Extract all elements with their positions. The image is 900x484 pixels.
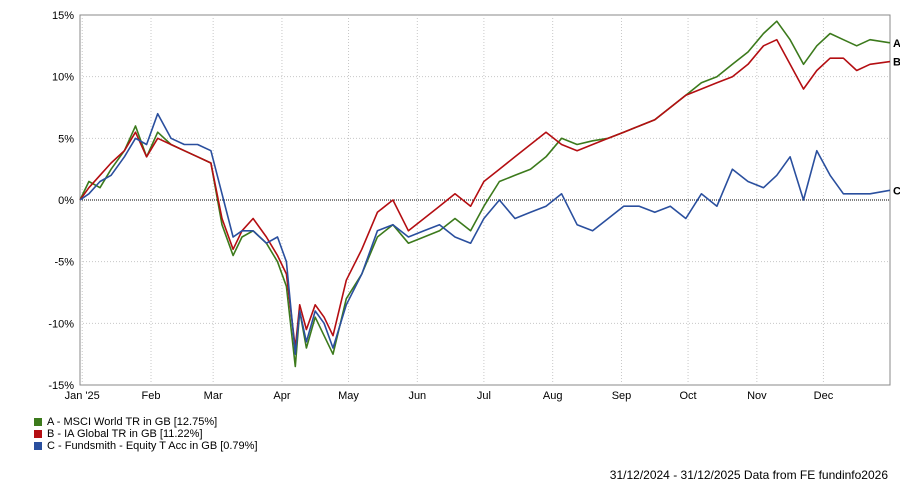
- x-tick-label: Sep: [612, 390, 632, 402]
- legend-swatch-a: [34, 418, 42, 426]
- x-tick-label: Oct: [679, 390, 696, 402]
- footer-note: 31/12/2024 - 31/12/2025 Data from FE fun…: [609, 468, 888, 482]
- x-tick-label: Aug: [543, 390, 563, 402]
- y-tick-label: 0%: [58, 195, 74, 207]
- chart-grid: [79, 14, 891, 386]
- x-axis: Jan '25 Feb Mar Apr May Jun Jul Aug Sep Oct Nov Dec: [65, 390, 834, 402]
- y-tick-label: 15%: [52, 10, 74, 22]
- legend-swatch-c: [34, 442, 42, 450]
- y-tick-label: 10%: [52, 72, 74, 84]
- y-tick-label: -5%: [54, 257, 74, 269]
- legend-label-b: B - IA Global TR in GB [11.22%]: [47, 428, 203, 440]
- legend-item-b: B - IA Global TR in GB [11.22%]: [34, 428, 258, 440]
- series-line-b: [79, 38, 891, 349]
- series-end-labels: AB C: [893, 38, 900, 198]
- x-tick-label: Jul: [477, 390, 491, 402]
- series-line-c: [79, 112, 891, 356]
- x-tick-label: Dec: [814, 390, 834, 402]
- x-tick-label: Jun: [408, 390, 426, 402]
- y-axis: 15% 10% 5% 0% -5% -10% -15%: [48, 10, 74, 392]
- legend-item-c: C - Fundsmith - Equity T Acc in GB [0.79…: [34, 440, 258, 452]
- legend: A - MSCI World TR in GB [12.75%] B - IA …: [34, 416, 258, 452]
- x-tick-label: Feb: [142, 390, 161, 402]
- x-tick-label: Jan '25: [65, 390, 100, 402]
- series-end-label-c: C: [893, 185, 900, 197]
- series-line-a: [79, 20, 891, 368]
- line-chart: 15% 10% 5% 0% -5% -10% -15% Jan '25 Feb Mar Apr Ma…: [48, 10, 900, 402]
- x-tick-label: Nov: [747, 390, 767, 402]
- y-tick-label: 5%: [58, 133, 74, 145]
- legend-item-a: A - MSCI World TR in GB [12.75%]: [34, 416, 258, 428]
- series-group: [79, 20, 891, 368]
- legend-swatch-b: [34, 430, 42, 438]
- series-end-label-b: B: [893, 57, 900, 69]
- y-tick-label: -10%: [48, 318, 74, 330]
- x-tick-label: May: [338, 390, 359, 402]
- y-tick-label: -15%: [48, 380, 74, 392]
- legend-label-c: C - Fundsmith - Equity T Acc in GB [0.79…: [47, 440, 258, 452]
- x-tick-label: Apr: [273, 390, 290, 402]
- x-tick-label: Mar: [204, 390, 223, 402]
- legend-label-a: A - MSCI World TR in GB [12.75%]: [47, 416, 218, 428]
- series-end-label-a: A: [893, 38, 900, 50]
